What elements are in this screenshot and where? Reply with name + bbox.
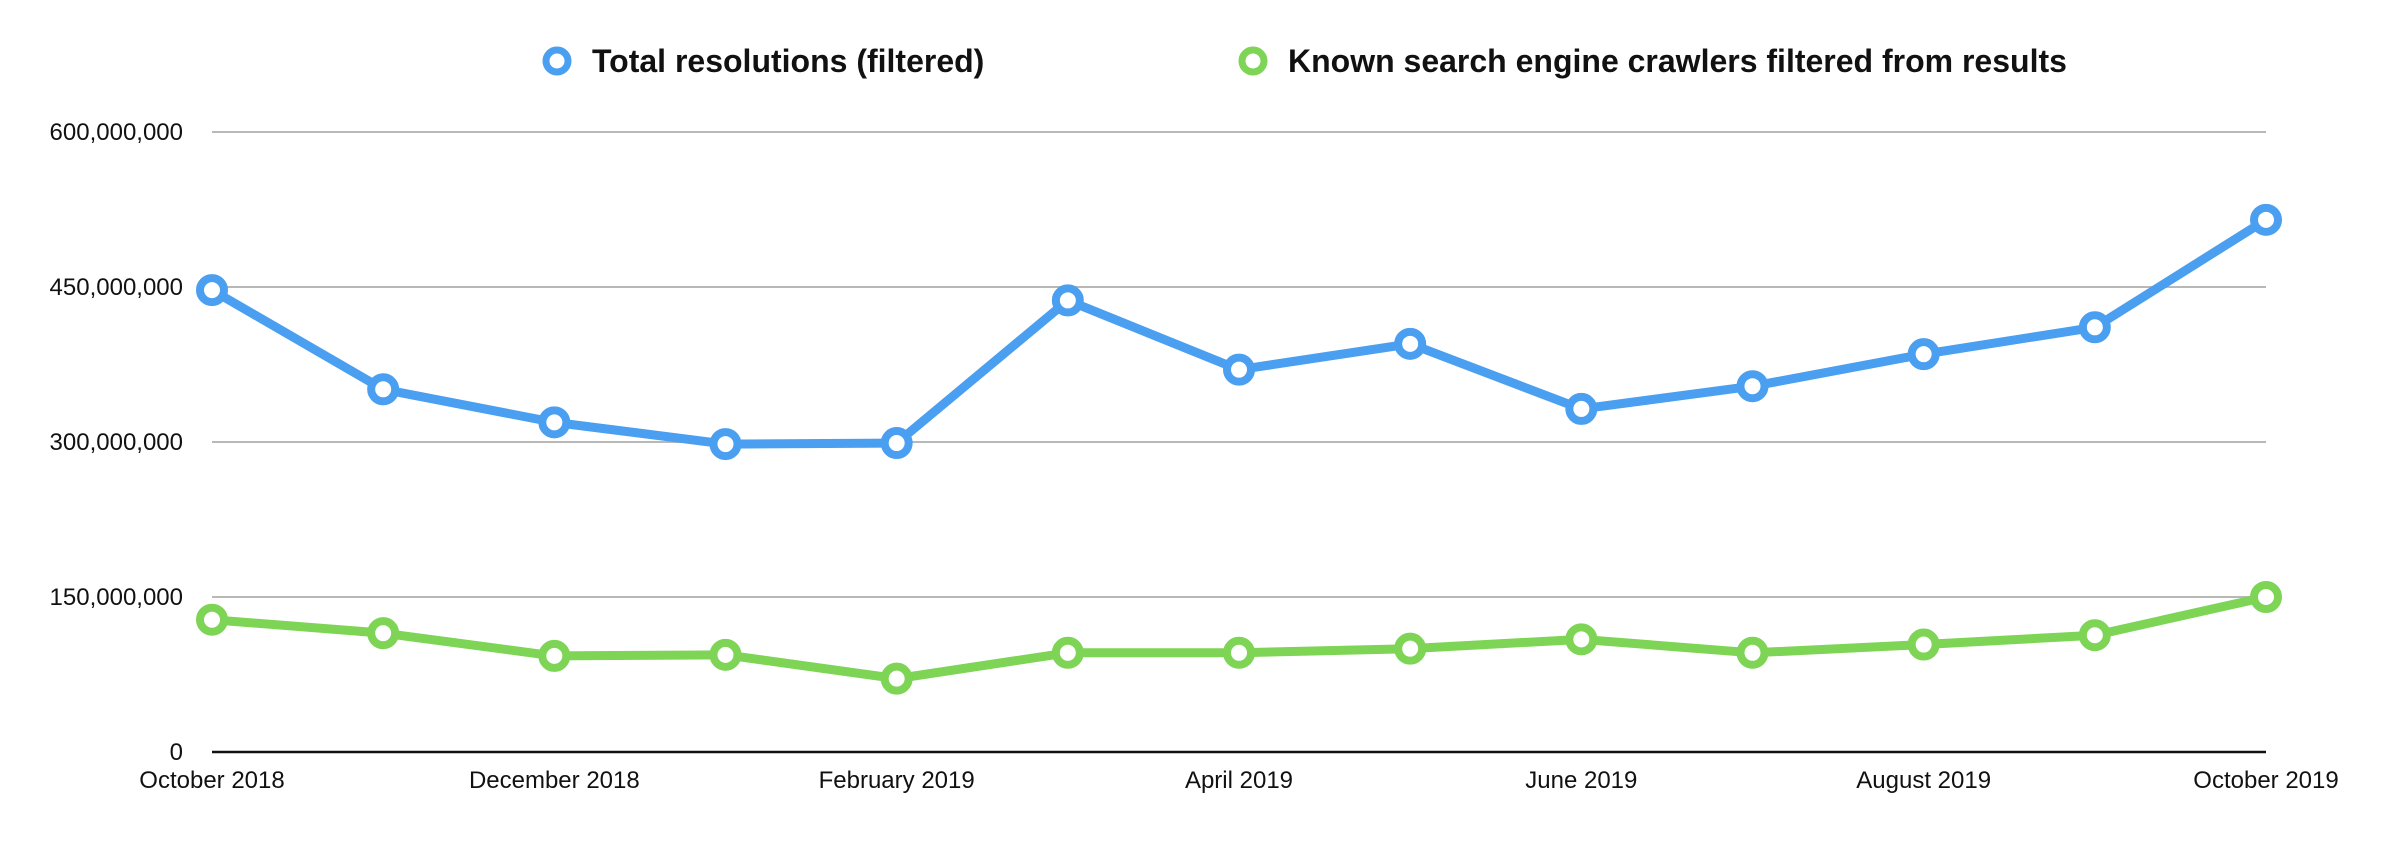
legend-marker-icon <box>542 46 572 76</box>
data-point <box>1051 636 1084 669</box>
y-tick-label: 450,000,000 <box>50 274 183 301</box>
y-tick-label: 600,000,000 <box>50 119 183 146</box>
x-tick-label: February 2019 <box>819 767 975 794</box>
data-point <box>1736 636 1769 669</box>
x-tick-label: June 2019 <box>1525 767 1637 794</box>
data-point <box>2250 581 2282 613</box>
data-point <box>538 639 571 672</box>
data-point <box>1736 370 1769 403</box>
y-tick-label: 300,000,000 <box>50 429 183 456</box>
x-tick-label: December 2018 <box>469 767 640 794</box>
data-point <box>1394 327 1427 360</box>
x-tick-label: August 2019 <box>1856 767 1991 794</box>
data-point <box>880 427 913 460</box>
series-line-0 <box>207 215 2271 449</box>
x-tick-label: October 2019 <box>2193 767 2338 794</box>
data-point <box>1907 628 1940 661</box>
data-point <box>2250 203 2282 236</box>
series-lines <box>207 215 2271 684</box>
data-point <box>709 428 742 461</box>
data-point <box>538 406 571 439</box>
data-point <box>196 603 228 636</box>
data-point <box>880 662 913 695</box>
data-point <box>1907 338 1940 371</box>
data-point <box>196 274 228 307</box>
data-point <box>367 373 400 406</box>
data-point <box>367 617 400 650</box>
legend-label: Total resolutions (filtered) <box>592 42 985 79</box>
data-point <box>1223 353 1255 386</box>
y-tick-label: 0 <box>170 739 183 766</box>
data-point <box>1565 392 1598 425</box>
legend-marker-icon <box>1238 46 1268 76</box>
x-tick-label: October 2018 <box>139 767 284 794</box>
data-point <box>1565 623 1598 656</box>
legend-label: Known search engine crawlers filtered fr… <box>1288 42 2067 79</box>
axes: 0 150,000,000 300,000,000 450,000,000 600,00… <box>50 119 2339 794</box>
x-tick-label: April 2019 <box>1185 767 1293 794</box>
data-point <box>2078 311 2111 344</box>
data-point <box>1051 284 1084 317</box>
gridlines <box>212 131 2266 598</box>
series-points <box>196 203 2282 695</box>
data-point <box>1223 636 1255 669</box>
legend-item-total-resolutions: Total resolutions (filtered) <box>540 36 984 86</box>
legend-item-crawlers: Known search engine crawlers filtered fr… <box>1236 36 2067 86</box>
y-tick-label: 150,000,000 <box>50 584 183 611</box>
data-point <box>2078 619 2111 652</box>
data-point <box>709 638 742 671</box>
chart-legend: Total resolutions (filtered) Known searc… <box>0 36 2392 86</box>
data-point <box>1394 632 1427 665</box>
